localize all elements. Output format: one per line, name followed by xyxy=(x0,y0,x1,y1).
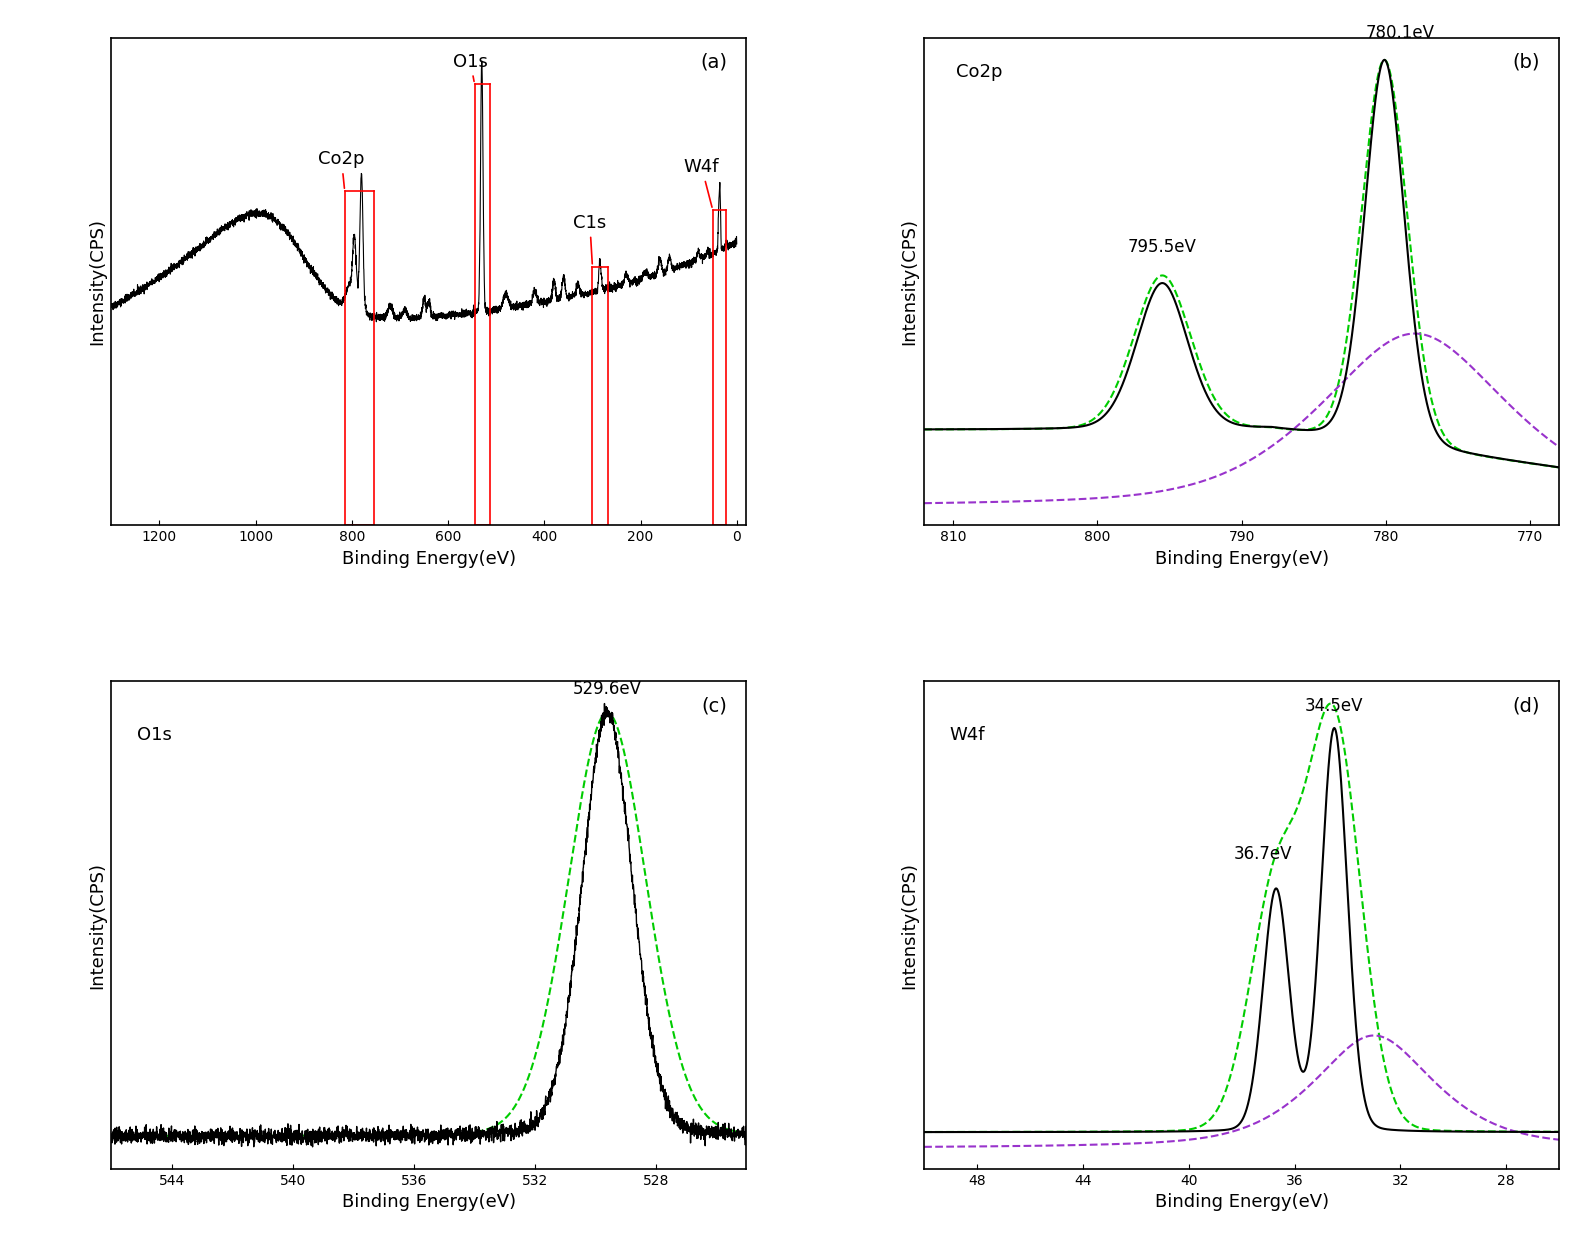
X-axis label: Binding Energy(eV): Binding Energy(eV) xyxy=(1155,549,1328,568)
Text: 34.5eV: 34.5eV xyxy=(1305,698,1363,715)
Text: O1s: O1s xyxy=(453,53,488,82)
X-axis label: Binding Energy(eV): Binding Energy(eV) xyxy=(342,1193,515,1212)
Text: (b): (b) xyxy=(1513,53,1540,72)
Y-axis label: Intensity(CPS): Intensity(CPS) xyxy=(88,217,107,344)
Text: 36.7eV: 36.7eV xyxy=(1233,845,1292,864)
Text: (d): (d) xyxy=(1513,696,1540,715)
X-axis label: Binding Energy(eV): Binding Energy(eV) xyxy=(342,549,515,568)
Text: W4f: W4f xyxy=(684,158,719,207)
Text: (a): (a) xyxy=(700,53,727,72)
Y-axis label: Intensity(CPS): Intensity(CPS) xyxy=(88,862,107,989)
X-axis label: Binding Energy(eV): Binding Energy(eV) xyxy=(1155,1193,1328,1212)
Text: C1s: C1s xyxy=(573,214,606,264)
Text: 780.1eV: 780.1eV xyxy=(1367,24,1435,41)
Text: Co2p: Co2p xyxy=(318,151,364,189)
Text: (c): (c) xyxy=(702,696,727,715)
Text: O1s: O1s xyxy=(137,725,172,744)
Y-axis label: Intensity(CPS): Intensity(CPS) xyxy=(901,862,918,989)
Text: Co2p: Co2p xyxy=(956,63,1002,80)
Text: 529.6eV: 529.6eV xyxy=(573,680,641,698)
Text: 795.5eV: 795.5eV xyxy=(1128,238,1196,255)
Y-axis label: Intensity(CPS): Intensity(CPS) xyxy=(901,217,918,344)
Text: W4f: W4f xyxy=(950,725,985,744)
